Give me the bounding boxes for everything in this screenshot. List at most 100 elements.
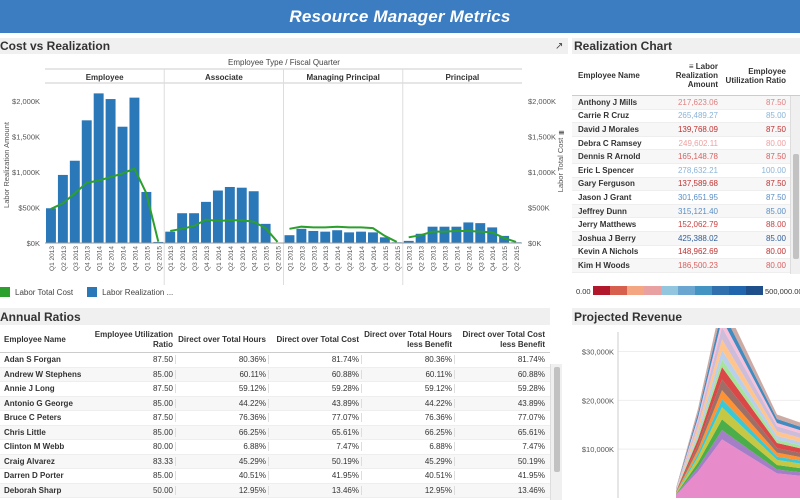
x-tick-label: Q1 2013 — [407, 246, 414, 271]
ar-col-cost[interactable]: Direct over Total Cost — [276, 334, 359, 344]
table-row[interactable]: Darren D Porter 85.00 40.51% 41.95% 40.51% 41… — [0, 469, 550, 484]
x-tick-label: Q1 2014 — [216, 246, 223, 271]
x-tick-label: Q1 2013 — [49, 246, 56, 271]
line-cost — [170, 218, 279, 243]
utilization-ratio: 87.50 — [765, 192, 786, 202]
ar-col-hours[interactable]: Direct over Total Hours — [178, 334, 266, 344]
cvr-title-bar — [0, 38, 568, 54]
y-tick-label: $30,000K — [582, 348, 614, 357]
ar-col-hours-lb[interactable]: Direct over Total Hours less Benefit — [364, 329, 452, 349]
table-row[interactable]: Jason J Grant 301,651.95 87.50 — [572, 191, 800, 205]
sort-icon[interactable]: ≡ — [688, 62, 694, 71]
bar-realization — [463, 222, 474, 243]
rc-col-ratio[interactable]: Employee Utilization Ratio — [725, 66, 786, 85]
revenue-area — [676, 339, 800, 491]
x-tick-label: Q1 2014 — [335, 246, 342, 271]
x-tick-label: Q1 2015 — [383, 246, 390, 271]
legend-item-cost[interactable]: Labor Total Cost — [0, 287, 73, 297]
dashboard-title: Resource Manager Metrics — [289, 6, 511, 26]
realization-table: Employee Name ≡ Labor Realization Amount… — [572, 56, 800, 274]
utilization-ratio: 80.00 — [765, 247, 786, 257]
table-row[interactable]: Clinton M Webb 80.00 6.88% 7.47% 6.88% 7.47% — [0, 440, 550, 455]
rc-scrollbar[interactable] — [790, 96, 800, 274]
bar-realization — [141, 191, 152, 243]
rc-col-amount[interactable]: ≡ Labor Realization Amount — [644, 62, 722, 89]
bar-realization — [296, 228, 307, 243]
table-row[interactable]: Chris Little 85.00 66.25% 65.61% 66.25% 65.61… — [0, 425, 550, 440]
expand-icon[interactable]: ↗ — [555, 41, 564, 52]
x-tick-label: Q3 2014 — [478, 246, 485, 271]
realization-amount: 265,489.27 — [677, 111, 718, 121]
x-tick-label: Q4 2014 — [132, 246, 139, 271]
employee-name: Gary Ferguson — [578, 179, 635, 189]
ratio-cell: 44.22% — [361, 398, 454, 408]
table-row[interactable]: Dennis R Arnold 165,148.78 87.50 — [572, 150, 800, 164]
employee-name: Annie J Long — [4, 384, 55, 394]
table-row[interactable]: Jerry Matthews 152,062.79 88.00 — [572, 218, 800, 232]
ar-scroll-thumb[interactable] — [554, 367, 560, 472]
x-tick-label: Q1 2014 — [454, 246, 461, 271]
filter-icon: ≡ — [558, 128, 565, 137]
table-row[interactable]: Antonio G George 85.00 44.22% 43.89% 44.22% 4… — [0, 396, 550, 411]
y2-tick-label: $1,000K — [528, 168, 556, 177]
utilization-ratio: 85.00 — [765, 111, 786, 121]
x-tick-label: Q1 2013 — [168, 246, 175, 271]
ar-title: Annual Ratios — [0, 310, 81, 324]
bar-realization — [308, 230, 319, 243]
table-row[interactable]: Kim H Woods 186,500.23 80.00 — [572, 259, 800, 273]
bar-realization — [379, 237, 390, 243]
ratio-cell: 76.36% — [175, 413, 268, 423]
bar-realization — [260, 223, 271, 243]
ar-col-cost-lb[interactable]: Direct over Total Cost less Benefit — [462, 329, 545, 349]
ratio-cell: 59.12% — [361, 384, 454, 394]
x-tick-label: Q2 2014 — [347, 246, 354, 271]
ratio-cell: 65.61% — [454, 427, 547, 437]
table-row[interactable]: Adan S Forgan 87.50 80.36% 81.74% 80.36% 81.7… — [0, 353, 550, 368]
x-tick-label: Q4 2013 — [323, 246, 330, 271]
ratio-cell: 59.28% — [268, 384, 361, 394]
bar-realization — [57, 174, 68, 243]
bar-realization — [117, 126, 128, 243]
x-tick-label: Q3 2013 — [431, 246, 438, 271]
x-tick-label: Q4 2013 — [204, 246, 211, 271]
bar-realization — [344, 232, 355, 243]
rc-scroll-thumb[interactable] — [793, 154, 799, 259]
bar-realization — [69, 160, 80, 243]
revenue-area — [676, 359, 800, 492]
bar-realization — [284, 235, 295, 243]
table-row[interactable]: Carrie R Cruz 265,489.27 85.00 — [572, 110, 800, 124]
employee-name: Eric L Spencer — [578, 165, 634, 175]
panel-label: Principal — [445, 73, 479, 82]
ar-col-util[interactable]: Employee Utilization Ratio — [94, 329, 173, 349]
bar-realization — [332, 230, 343, 243]
table-row[interactable]: Eric L Spencer 278,632.21 100.00 — [572, 164, 800, 178]
revenue-area — [676, 328, 800, 491]
table-row[interactable]: Annie J Long 87.50 59.12% 59.28% 59.12% 59.28… — [0, 382, 550, 397]
table-row[interactable]: Gary Ferguson 137,589.68 87.50 — [572, 177, 800, 192]
bar-realization — [236, 187, 247, 243]
table-row[interactable]: Deborah Sharp 50.00 12.95% 13.46% 12.95% 13.4… — [0, 483, 550, 498]
table-row[interactable]: Jeffrey Dunn 315,121.40 85.00 — [572, 204, 800, 219]
table-row[interactable]: Anthony J Mills 217,623.06 87.50 — [572, 96, 800, 110]
x-tick-label: Q3 2014 — [359, 246, 366, 271]
table-row[interactable]: Bruce C Peters 87.50 76.36% 77.07% 76.36% 77.… — [0, 411, 550, 426]
ratio-cell: 80.36% — [361, 355, 454, 365]
table-row[interactable]: Andrew W Stephens 85.00 60.11% 60.88% 60.11%… — [0, 367, 550, 382]
bar-realization — [427, 226, 438, 243]
ratio-cell: 81.74% — [454, 355, 547, 365]
table-row[interactable]: David J Morales 139,768.09 87.50 — [572, 123, 800, 137]
table-row[interactable]: Joshua J Berry 425,388.02 85.00 — [572, 231, 800, 246]
ar-scrollbar[interactable] — [550, 364, 562, 500]
realization-amount: 148,962.69 — [677, 247, 718, 257]
rc-col-name[interactable]: Employee Name — [578, 71, 640, 80]
ratio-cell: 85.00 — [152, 427, 173, 437]
bar-realization — [153, 241, 164, 243]
revenue-area — [676, 390, 800, 494]
x-tick-label: Q2 2015 — [156, 246, 163, 271]
table-row[interactable]: Debra C Ramsey 249,602.11 80.00 — [572, 137, 800, 151]
y-tick-label: $0K — [27, 239, 40, 248]
ar-col-name[interactable]: Employee Name — [4, 335, 66, 344]
table-row[interactable]: Kevin A Nichols 148,962.69 80.00 — [572, 246, 800, 260]
table-row[interactable]: Craig Alvarez 83.33 45.29% 50.19% 45.29% 50.1… — [0, 454, 550, 469]
legend-item-realization[interactable]: Labor Realization ... — [87, 287, 173, 297]
